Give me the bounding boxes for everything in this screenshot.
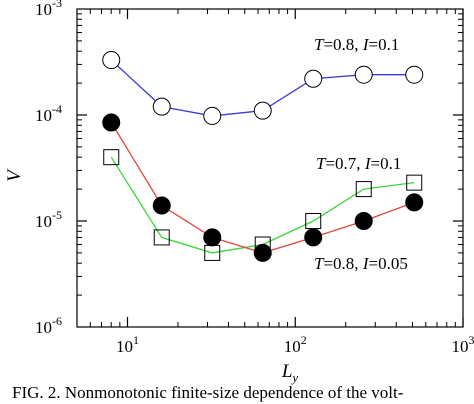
figure-caption: FIG. 2. Nonmonotonic finite-size depende… (12, 383, 404, 402)
data-point-open-square (355, 181, 372, 198)
data-point-open-circle (405, 65, 424, 84)
data-point-open-circle (203, 106, 222, 125)
data-point-filled-circle (304, 228, 323, 247)
series-line-3 (110, 122, 415, 254)
data-point-filled-circle (102, 113, 121, 132)
x-tick-label: 103 (452, 333, 474, 356)
y-axis-label: V (4, 168, 25, 182)
data-point-filled-circle (354, 212, 373, 230)
data-point-filled-circle (253, 243, 272, 262)
y-tick-label: 10-4 (35, 102, 62, 125)
y-tick-label: 10-5 (35, 208, 62, 231)
data-point-open-circle (102, 51, 121, 70)
data-point-filled-circle (203, 228, 222, 247)
x-tick-label: 102 (284, 333, 307, 356)
data-point-open-circle (304, 69, 323, 88)
data-point-open-circle (152, 97, 171, 116)
data-point-open-circle (354, 65, 373, 84)
series-annotation: T=0.7, I=0.1 (316, 154, 401, 173)
y-tick-label: 10-6 (35, 314, 62, 337)
data-point-open-square (103, 149, 120, 166)
y-tick-label: 10-3 (35, 0, 62, 19)
data-point-filled-circle (405, 193, 424, 212)
series-annotation: T=0.8, I=0.05 (314, 254, 408, 273)
plot-frame (76, 8, 464, 328)
series-annotation: T=0.8, I=0.1 (314, 35, 399, 54)
data-point-filled-circle (152, 196, 171, 215)
data-point-open-square (153, 229, 170, 246)
x-tick-label: 101 (116, 333, 139, 356)
x-axis-label: Ly (281, 361, 299, 385)
data-point-open-square (406, 174, 423, 191)
data-point-open-circle (253, 101, 272, 120)
